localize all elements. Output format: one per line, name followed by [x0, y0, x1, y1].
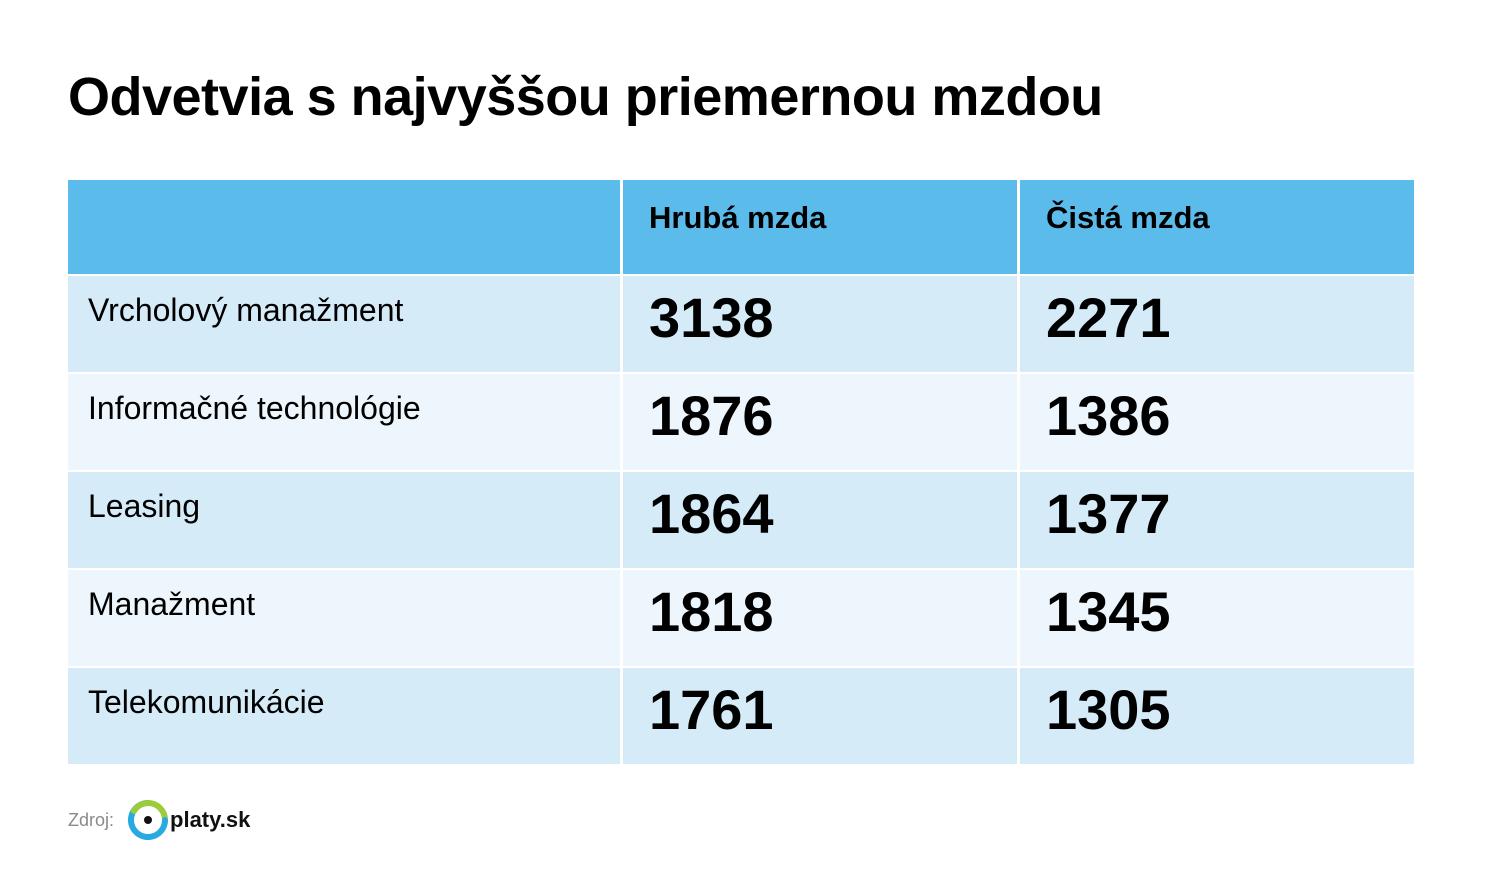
- net-wage-value: 1345: [1020, 570, 1414, 668]
- header-net-wage: Čistá mzda: [1020, 180, 1414, 276]
- page-title: Odvetvia s najvyššou priemernou mzdou: [68, 67, 1103, 127]
- header-gross-wage: Hrubá mzda: [623, 180, 1020, 276]
- platy-sk-ring-icon: [128, 800, 169, 840]
- gross-wage-value: 3138: [623, 276, 1020, 374]
- header-sector: [68, 180, 623, 276]
- logo-text: platy.sk: [170, 807, 251, 832]
- source-footer: Zdroj: platy.sk: [68, 800, 250, 840]
- source-label: Zdroj:: [68, 809, 115, 830]
- sector-name: Leasing: [68, 472, 623, 570]
- gross-wage-value: 1876: [623, 374, 1020, 472]
- net-wage-value: 1386: [1020, 374, 1414, 472]
- net-wage-value: 2271: [1020, 276, 1414, 374]
- wage-table: Hrubá mzda Čistá mzda Vrcholový manažmen…: [68, 180, 1414, 766]
- gross-wage-value: 1818: [623, 570, 1020, 668]
- sector-name: Informačné technológie: [68, 374, 623, 472]
- table-row: Telekomunikácie 1761 1305: [68, 668, 1414, 766]
- table-row: Manažment 1818 1345: [68, 570, 1414, 668]
- sector-name: Telekomunikácie: [68, 668, 623, 766]
- sector-name: Vrcholový manažment: [68, 276, 623, 374]
- table-header-row: Hrubá mzda Čistá mzda: [68, 180, 1414, 276]
- gross-wage-value: 1761: [623, 668, 1020, 766]
- table-row: Leasing 1864 1377: [68, 472, 1414, 570]
- net-wage-value: 1377: [1020, 472, 1414, 570]
- sector-name: Manažment: [68, 570, 623, 668]
- platy-sk-logo[interactable]: platy.sk: [128, 800, 250, 840]
- gross-wage-value: 1864: [623, 472, 1020, 570]
- table-row: Vrcholový manažment 3138 2271: [68, 276, 1414, 374]
- table-row: Informačné technológie 1876 1386: [68, 374, 1414, 472]
- net-wage-value: 1305: [1020, 668, 1414, 766]
